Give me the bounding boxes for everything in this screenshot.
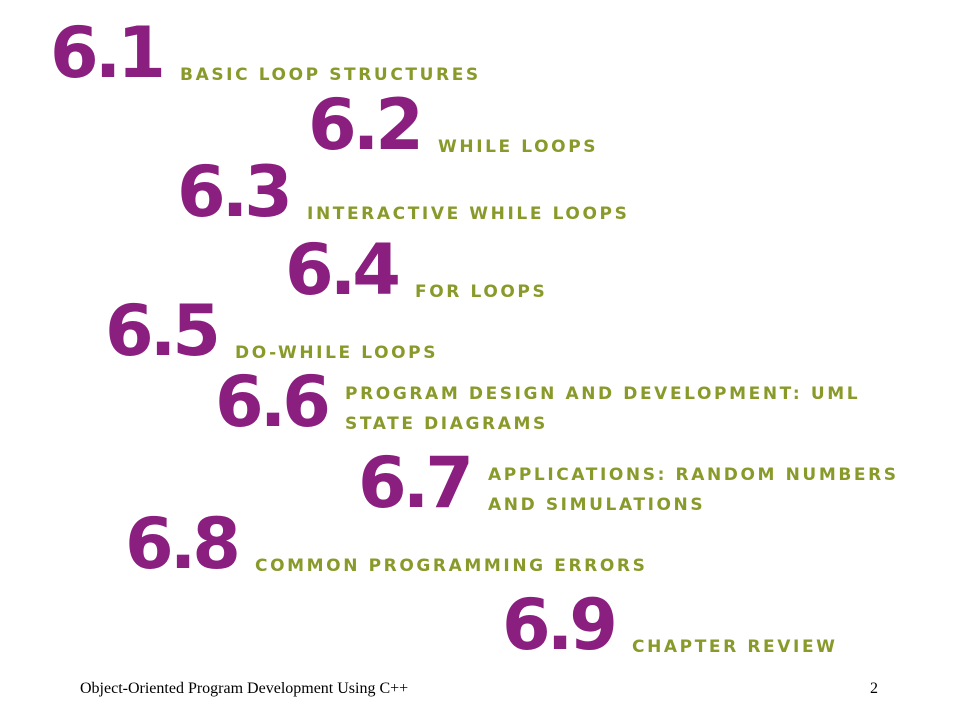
section-6-1: 6.1 Basic Loop Structures xyxy=(50,18,481,88)
section-6-8: 6.8 Common Programming Errors xyxy=(125,509,647,579)
section-title: Do-While Loops xyxy=(235,343,439,363)
section-6-2: 6.2 While Loops xyxy=(308,90,598,160)
footer-page-number: 2 xyxy=(870,680,878,697)
section-6-4: 6.4 For Loops xyxy=(285,235,547,305)
section-title-line-1: Applications: Random Numbers xyxy=(488,465,899,485)
section-title: Common Programming Errors xyxy=(255,556,648,576)
section-title: Interactive While Loops xyxy=(307,204,630,224)
section-number: 6.3 xyxy=(177,151,293,233)
section-number: 6.5 xyxy=(105,290,221,372)
section-number: 6.2 xyxy=(308,84,424,166)
section-title: Chapter Review xyxy=(632,637,838,657)
footer-course-title: Object-Oriented Program Development Usin… xyxy=(80,680,409,697)
section-6-7: 6.7 Applications: Random Numbers and Sim… xyxy=(358,448,899,518)
section-title: Basic Loop Structures xyxy=(180,65,481,85)
section-6-3: 6.3 Interactive While Loops xyxy=(177,157,629,227)
section-title: Program Design and Development: UML Stat… xyxy=(345,379,860,439)
section-title-line-1: Program Design and Development: UML xyxy=(345,384,861,404)
section-title-line-2: and Simulations xyxy=(488,495,706,515)
section-number: 6.7 xyxy=(358,442,474,524)
section-title: Applications: Random Numbers and Simulat… xyxy=(488,460,899,520)
section-title: While Loops xyxy=(438,137,599,157)
section-title: For Loops xyxy=(415,282,548,302)
section-number: 6.9 xyxy=(502,584,618,666)
section-number: 6.4 xyxy=(285,229,401,311)
section-title-line-2: State Diagrams xyxy=(345,414,548,434)
section-number: 6.8 xyxy=(125,503,241,585)
section-6-5: 6.5 Do-While Loops xyxy=(105,296,438,366)
section-number: 6.6 xyxy=(215,361,331,443)
section-number: 6.1 xyxy=(50,12,166,94)
section-6-9: 6.9 Chapter Review xyxy=(502,590,838,660)
section-6-6: 6.6 Program Design and Development: UML … xyxy=(215,367,860,437)
